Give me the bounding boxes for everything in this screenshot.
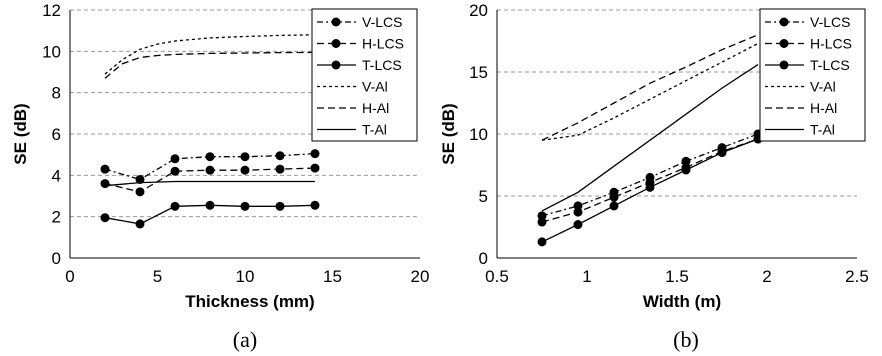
legend-label-v-al: V-Al xyxy=(810,79,836,95)
y-tick-label: 20 xyxy=(469,1,488,20)
data-point-v-lcs xyxy=(275,151,285,161)
data-point-v-lcs xyxy=(681,156,691,166)
series-line-t-al xyxy=(104,180,315,187)
y-tick-label: 4 xyxy=(52,166,61,185)
y-tick-label: 2 xyxy=(52,208,61,227)
x-tick-label: 2.5 xyxy=(845,267,869,286)
y-tick-label: 8 xyxy=(52,84,61,103)
legend-label-h-lcs: H-LCS xyxy=(810,36,852,52)
series-line-v-al xyxy=(104,34,316,75)
chart-panel-b: 0 5 10 15 20 0.5 1 1.5 2 2.5 Width (m) SE (dB) (b) V-… xyxy=(439,1,869,352)
legend-marker-t-lcs xyxy=(331,60,341,70)
y-tick-label: 15 xyxy=(469,63,488,82)
data-point-h-lcs xyxy=(573,207,583,217)
legend-box xyxy=(311,8,418,142)
panel-caption: (a) xyxy=(233,327,257,352)
data-point-v-lcs xyxy=(205,152,215,162)
panel-caption: (b) xyxy=(673,327,699,352)
x-axis-title: Thickness (mm) xyxy=(185,292,314,311)
data-point-h-lcs xyxy=(609,192,619,202)
x-tick-label: 20 xyxy=(411,267,430,286)
data-point-t-lcs xyxy=(100,213,110,223)
data-point-h-lcs xyxy=(537,217,547,227)
legend: V-LCS H-LCS T-LCS V-Al H-Al T-Al xyxy=(759,8,866,142)
legend-label-h-lcs: H-LCS xyxy=(362,36,404,52)
data-point-t-lcs xyxy=(170,201,180,211)
series-line-h-al xyxy=(541,34,759,141)
data-point-h-lcs xyxy=(135,187,145,197)
data-point-v-lcs xyxy=(100,164,110,174)
legend-marker-h-lcs xyxy=(331,39,341,48)
data-point-t-lcs xyxy=(573,220,583,230)
series-line-t-al xyxy=(541,64,759,212)
data-point-h-lcs xyxy=(240,165,250,175)
data-point-t-lcs xyxy=(609,201,619,211)
data-point-h-lcs xyxy=(275,164,285,174)
data-point-h-lcs xyxy=(205,165,215,175)
legend: V-LCS H-LCS T-LCS V-Al H-Al T-Al xyxy=(311,8,418,142)
y-axis-title: SE (dB) xyxy=(11,103,30,164)
data-point-t-lcs xyxy=(310,200,320,210)
legend-label-v-lcs: V-LCS xyxy=(810,14,850,30)
data-point-t-lcs xyxy=(240,201,250,211)
x-axis-title: Width (m) xyxy=(643,292,721,311)
y-axis-title: SE (dB) xyxy=(439,103,458,164)
y-tick-label: 12 xyxy=(42,1,61,20)
y-tick-label: 6 xyxy=(52,125,61,144)
legend-marker-h-lcs xyxy=(779,39,789,48)
data-point-t-lcs xyxy=(645,182,655,192)
data-point-t-lcs xyxy=(717,148,727,158)
data-point-v-lcs xyxy=(170,154,180,164)
data-point-v-lcs xyxy=(135,174,145,184)
series-line-h-al xyxy=(104,51,316,79)
legend-marker-t-lcs xyxy=(779,60,789,70)
legend-marker-v-lcs xyxy=(779,17,789,27)
y-tick-label: 0 xyxy=(479,249,488,268)
legend-label-t-lcs: T-LCS xyxy=(810,57,850,73)
data-point-t-lcs xyxy=(681,165,691,175)
x-tick-label: 0 xyxy=(65,267,74,286)
x-tick-label: 0.5 xyxy=(485,267,509,286)
x-tick-label: 5 xyxy=(153,267,162,286)
legend-label-h-al: H-Al xyxy=(810,100,837,116)
x-tick-label: 1.5 xyxy=(665,267,689,286)
data-point-h-lcs xyxy=(310,163,320,173)
legend-box xyxy=(759,8,866,142)
x-tick-label: 1 xyxy=(582,267,591,286)
y-tick-label: 10 xyxy=(469,125,488,144)
legend-marker-v-lcs xyxy=(331,17,341,27)
data-point-t-lcs xyxy=(205,200,215,210)
data-point-t-lcs xyxy=(537,237,547,247)
data-point-v-lcs xyxy=(310,149,320,159)
y-tick-label: 10 xyxy=(42,42,61,61)
data-point-t-lcs xyxy=(275,201,285,211)
legend-label-h-al: H-Al xyxy=(362,100,389,116)
data-point-h-lcs xyxy=(100,179,110,189)
y-tick-label: 5 xyxy=(479,187,488,206)
legend-label-v-al: V-Al xyxy=(362,79,388,95)
y-tick-label: 0 xyxy=(52,249,61,268)
legend-label-t-lcs: T-LCS xyxy=(362,57,402,73)
legend-label-t-al: T-Al xyxy=(810,122,835,138)
legend-label-v-lcs: V-LCS xyxy=(362,14,402,30)
data-point-t-lcs xyxy=(135,219,145,229)
data-point-v-lcs xyxy=(240,152,250,162)
legend-label-t-al: T-Al xyxy=(362,122,387,138)
series-line-v-al xyxy=(541,42,759,141)
data-point-h-lcs xyxy=(170,166,180,176)
x-tick-label: 15 xyxy=(323,267,342,286)
chart-panel-a: 0 2 4 6 8 10 12 0 5 10 15 20 Thickness (mm) SE (dB) (a… xyxy=(11,1,429,352)
data-point-v-lcs xyxy=(537,211,547,221)
x-tick-label: 2 xyxy=(762,267,771,286)
data-point-v-lcs xyxy=(573,201,583,211)
x-tick-label: 10 xyxy=(236,267,255,286)
